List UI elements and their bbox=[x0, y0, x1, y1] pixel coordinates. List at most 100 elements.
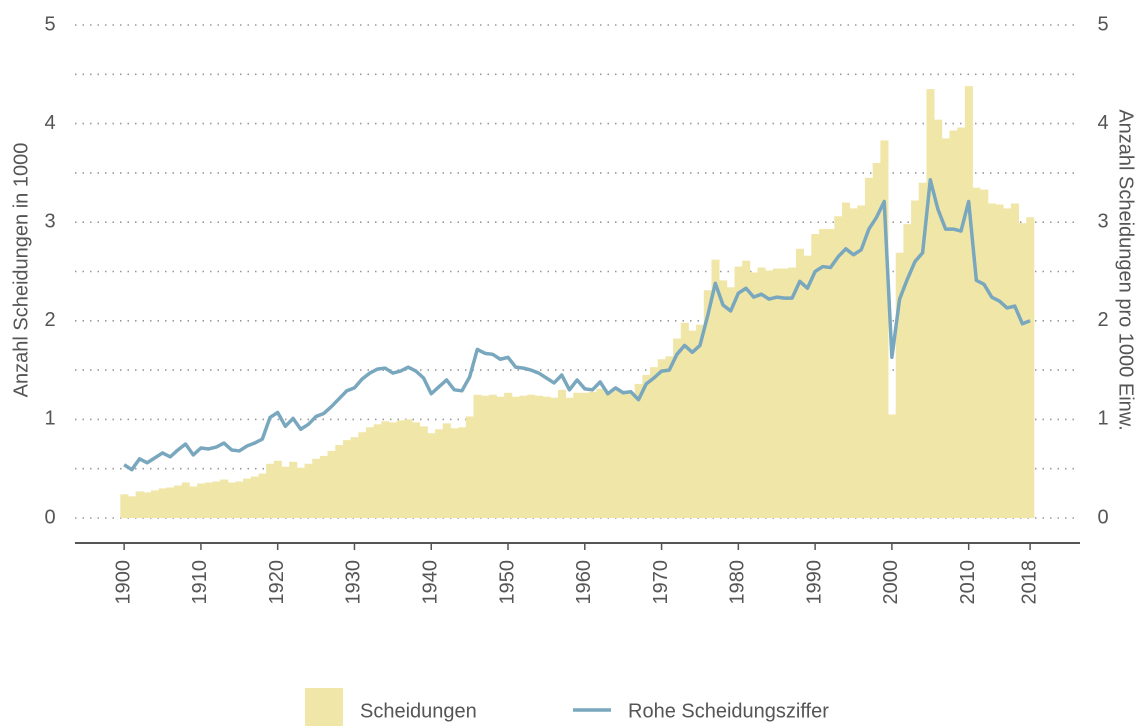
y2-tick-label: 2 bbox=[1097, 309, 1108, 331]
x-tick-label: 1980 bbox=[727, 560, 749, 605]
bar bbox=[404, 419, 413, 518]
x-tick-label: 1930 bbox=[343, 560, 365, 605]
bar bbox=[603, 392, 613, 518]
bar bbox=[450, 428, 459, 518]
bar bbox=[419, 426, 428, 518]
bar bbox=[158, 488, 167, 518]
bar bbox=[519, 395, 528, 518]
bar bbox=[289, 461, 298, 518]
x-tick-label: 1910 bbox=[189, 560, 211, 605]
bar bbox=[365, 427, 375, 518]
bar bbox=[135, 491, 144, 518]
bar bbox=[826, 229, 835, 519]
bar bbox=[342, 440, 352, 518]
bar bbox=[458, 427, 467, 518]
bar bbox=[696, 324, 705, 518]
bar bbox=[296, 467, 305, 518]
bar bbox=[189, 486, 198, 518]
x-tick-label: 1940 bbox=[420, 560, 442, 605]
bar bbox=[481, 395, 490, 518]
x-tick-label: 1920 bbox=[266, 560, 288, 605]
bar bbox=[857, 205, 866, 519]
bar bbox=[435, 429, 444, 518]
bar bbox=[911, 200, 920, 518]
bar bbox=[742, 260, 751, 518]
y2-tick-label: 4 bbox=[1097, 112, 1108, 134]
bar bbox=[650, 367, 659, 518]
bar bbox=[488, 394, 497, 518]
bar bbox=[427, 433, 436, 518]
bar bbox=[703, 290, 712, 518]
bar bbox=[181, 482, 190, 518]
bar bbox=[1026, 217, 1035, 518]
x-tick-label: 1990 bbox=[803, 560, 825, 605]
bar bbox=[995, 204, 1004, 518]
bar bbox=[627, 392, 636, 518]
bar bbox=[726, 287, 735, 518]
bars bbox=[120, 86, 1035, 519]
x-tick-label: 1960 bbox=[573, 560, 595, 605]
y-tick-label: 0 bbox=[44, 506, 55, 528]
bar bbox=[250, 476, 259, 518]
bar bbox=[734, 266, 743, 518]
bar bbox=[197, 483, 206, 518]
bar bbox=[389, 422, 398, 518]
bar bbox=[573, 392, 582, 518]
y-tick-label: 5 bbox=[44, 13, 55, 35]
bar bbox=[642, 375, 651, 518]
y-tick-label: 4 bbox=[44, 112, 55, 134]
bar bbox=[319, 455, 328, 518]
bar bbox=[834, 216, 843, 518]
bar bbox=[865, 177, 874, 518]
bar bbox=[557, 389, 566, 518]
x-tick-label: 2010 bbox=[957, 560, 979, 605]
y2-tick-label: 1 bbox=[1097, 408, 1108, 430]
bar bbox=[980, 189, 989, 519]
bar bbox=[266, 463, 275, 518]
bar bbox=[934, 119, 943, 518]
bar bbox=[1018, 223, 1027, 518]
bar bbox=[895, 252, 904, 519]
bar bbox=[273, 460, 282, 518]
bar bbox=[396, 420, 405, 518]
bar bbox=[841, 202, 851, 519]
bar bbox=[151, 490, 160, 518]
bar bbox=[987, 203, 996, 518]
bar bbox=[788, 267, 797, 518]
x-tick-label: 1900 bbox=[112, 560, 134, 605]
bar bbox=[312, 458, 321, 518]
bar bbox=[957, 127, 966, 518]
bar bbox=[657, 359, 666, 518]
y-tick-label: 2 bbox=[44, 309, 55, 331]
bar bbox=[1010, 203, 1019, 518]
bar bbox=[542, 396, 551, 518]
bar bbox=[811, 234, 820, 519]
bar bbox=[888, 414, 897, 518]
legend-swatch bbox=[305, 688, 343, 726]
bar bbox=[335, 445, 344, 518]
bar bbox=[243, 478, 252, 518]
bar bbox=[565, 397, 574, 518]
y2-tick-label: 5 bbox=[1097, 13, 1108, 35]
legend-label: Scheidungen bbox=[360, 700, 477, 722]
line bbox=[123, 178, 1031, 472]
y2-tick-label: 3 bbox=[1097, 210, 1108, 232]
bar bbox=[1003, 208, 1012, 518]
bar bbox=[120, 494, 129, 518]
y2-axis-title: Anzahl Scheidungen pro 1000 Einw. bbox=[1115, 109, 1137, 430]
bar bbox=[972, 187, 981, 518]
y-tick-label: 1 bbox=[44, 408, 55, 430]
bar bbox=[719, 280, 728, 518]
x-tick-label: 2018 bbox=[1018, 560, 1040, 605]
bar bbox=[281, 466, 290, 518]
bar bbox=[511, 396, 520, 518]
bar bbox=[143, 492, 152, 518]
bar bbox=[634, 383, 643, 518]
legend-label: Rohe Scheidungsziffer bbox=[628, 700, 829, 722]
bar bbox=[818, 229, 828, 519]
bar bbox=[373, 424, 382, 518]
bar bbox=[688, 330, 697, 518]
bar bbox=[381, 421, 390, 518]
bar bbox=[765, 270, 774, 518]
